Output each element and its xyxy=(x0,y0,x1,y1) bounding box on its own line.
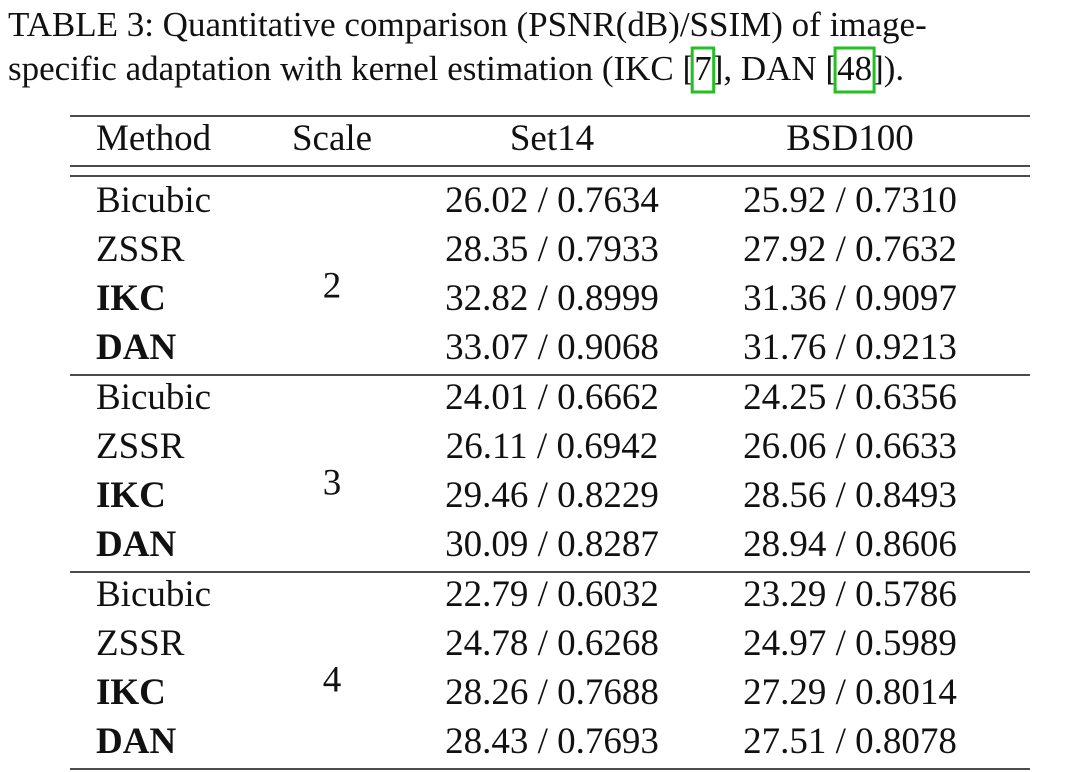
caption-text: ]). xyxy=(872,49,904,88)
citation[interactable]: 48 xyxy=(837,49,872,88)
method-cell: ZSSR xyxy=(96,426,185,467)
bsd100-cell: 31.36 / 0.9097 xyxy=(743,278,957,319)
bsd100-cell: 24.25 / 0.6356 xyxy=(743,377,957,418)
method-cell: DAN xyxy=(96,524,176,565)
column-header: Set14 xyxy=(510,118,594,159)
set14-cell: 33.07 / 0.9068 xyxy=(445,327,659,368)
set14-cell: 32.82 / 0.8999 xyxy=(445,278,659,319)
method-cell: DAN xyxy=(96,721,176,762)
set14-cell: 28.35 / 0.7933 xyxy=(445,229,659,270)
caption-line: specific adaptation with kernel estimati… xyxy=(8,49,904,88)
method-cell: ZSSR xyxy=(96,623,185,664)
bsd100-cell: 27.92 / 0.7632 xyxy=(743,229,957,270)
method-cell: Bicubic xyxy=(96,180,211,221)
bsd100-cell: 28.94 / 0.8606 xyxy=(743,524,957,565)
caption-text: specific adaptation with kernel estimati… xyxy=(8,49,694,88)
caption-line: TABLE 3: Quantitative comparison (PSNR(d… xyxy=(8,5,927,44)
set14-cell: 28.26 / 0.7688 xyxy=(445,672,659,713)
citation[interactable]: 7 xyxy=(694,49,712,88)
method-cell: DAN xyxy=(96,327,176,368)
column-header: Method xyxy=(96,118,212,159)
set14-cell: 24.01 / 0.6662 xyxy=(445,377,659,418)
bsd100-cell: 26.06 / 0.6633 xyxy=(743,426,957,467)
column-header: Scale xyxy=(292,118,372,159)
bsd100-cell: 28.56 / 0.8493 xyxy=(743,475,957,516)
method-cell: IKC xyxy=(96,672,166,713)
scale-cell: 2 xyxy=(323,266,342,307)
set14-cell: 24.78 / 0.6268 xyxy=(445,623,659,664)
bsd100-cell: 24.97 / 0.5989 xyxy=(743,623,957,664)
set14-cell: 28.43 / 0.7693 xyxy=(445,721,659,762)
bsd100-cell: 31.76 / 0.9213 xyxy=(743,327,957,368)
bsd100-cell: 25.92 / 0.7310 xyxy=(743,180,957,221)
method-cell: IKC xyxy=(96,475,166,516)
set14-cell: 30.09 / 0.8287 xyxy=(445,524,659,565)
bsd100-cell: 23.29 / 0.5786 xyxy=(743,574,957,615)
caption-text: ], DAN [ xyxy=(712,49,837,88)
bsd100-cell: 27.29 / 0.8014 xyxy=(743,672,957,713)
method-cell: IKC xyxy=(96,278,166,319)
method-cell: Bicubic xyxy=(96,574,211,615)
citation-box xyxy=(833,46,876,94)
set14-cell: 29.46 / 0.8229 xyxy=(445,475,659,516)
scale-cell: 3 xyxy=(323,463,342,504)
set14-cell: 26.02 / 0.7634 xyxy=(445,180,659,221)
method-cell: Bicubic xyxy=(96,377,211,418)
citation-box xyxy=(690,46,716,94)
method-cell: ZSSR xyxy=(96,229,185,270)
column-header: BSD100 xyxy=(786,118,913,159)
set14-cell: 22.79 / 0.6032 xyxy=(445,574,659,615)
bsd100-cell: 27.51 / 0.8078 xyxy=(743,721,957,762)
set14-cell: 26.11 / 0.6942 xyxy=(446,426,658,467)
scale-cell: 4 xyxy=(323,660,342,701)
